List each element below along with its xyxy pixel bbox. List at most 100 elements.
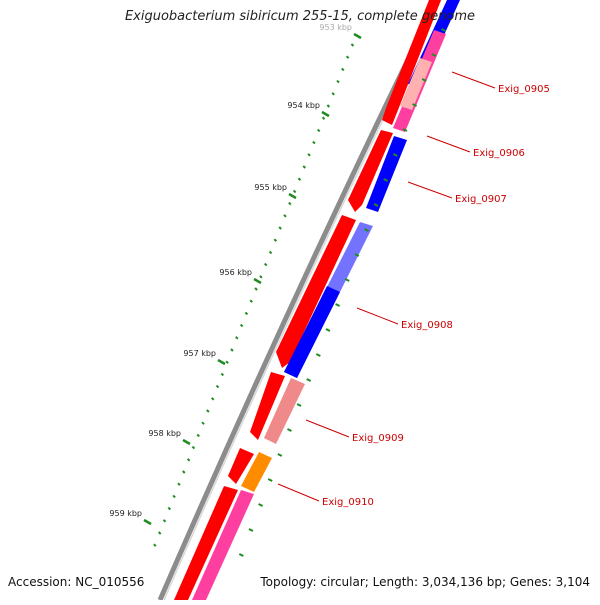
inner-scale-tick	[267, 478, 273, 482]
scale-minor-tick	[191, 445, 196, 450]
inner-scale-tick	[248, 528, 254, 532]
gene-outer-5	[228, 448, 254, 484]
gene-label: Exig_0907	[455, 194, 507, 205]
gene-label: Exig_0909	[352, 433, 404, 444]
scale-minor-tick	[273, 238, 278, 242]
inner-scale-tick	[344, 278, 350, 282]
inner-scale-tick	[441, 28, 446, 32]
scale-minor-tick	[177, 482, 181, 486]
inner-scale-tick	[296, 403, 302, 407]
scale-minor-tick	[182, 470, 186, 474]
inner-scale-tick	[258, 503, 264, 507]
gene-inner-0905-light	[400, 58, 432, 110]
gene-label: Exig_0910	[322, 497, 374, 508]
gene-label: Exig_0906	[473, 148, 525, 159]
scale-tick-label: 959 kbp	[109, 509, 142, 518]
scale-minor-tick	[268, 250, 273, 255]
inner-scale-tick	[335, 303, 341, 307]
gene-inner-0908-solid	[284, 286, 340, 378]
inner-scale-tick	[238, 553, 244, 557]
scale-dotted-guide	[153, 28, 446, 557]
scale-minor-tick	[283, 214, 287, 218]
inner-scale-tick	[373, 203, 379, 207]
scale-tick	[288, 192, 297, 200]
gene-inner-0910	[241, 452, 272, 492]
scale-minor-tick	[331, 92, 335, 96]
scale-minor-tick	[244, 311, 249, 316]
inner-scale-tick	[306, 378, 312, 382]
gene-label: Exig_0905	[498, 84, 550, 95]
scale-minor-tick	[302, 165, 306, 169]
gene-label-leader	[356, 307, 399, 325]
scale-minor-tick	[206, 409, 210, 413]
scale-minor-tick	[263, 262, 268, 267]
map-title: Exiguobacterium sibiricum 255-15, comple…	[124, 9, 476, 24]
scale-minor-tick	[278, 226, 282, 230]
scale-minor-tick	[288, 201, 292, 206]
scale-tick	[217, 358, 226, 366]
inner-scale-tick	[315, 353, 321, 357]
scale-minor-tick	[307, 153, 311, 157]
gene-inner-bottom	[192, 490, 254, 600]
scale-minor-tick	[167, 506, 172, 511]
scale-minor-tick	[239, 323, 244, 328]
scale-tick	[353, 32, 362, 40]
scale-tick-label: 954 kbp	[287, 101, 320, 110]
scale-minor-tick	[196, 433, 200, 438]
scale-minor-tick	[292, 189, 297, 194]
gene-outer-6	[174, 486, 238, 600]
gene-label-leader	[305, 419, 350, 438]
inner-scale-tick	[421, 78, 427, 82]
scale-minor-tick	[312, 140, 316, 145]
inner-scale-tick	[287, 428, 292, 432]
scale-minor-tick	[259, 275, 263, 279]
scale-minor-tick	[162, 519, 167, 523]
inner-lane-genes	[192, 0, 460, 600]
gene-label-leader	[426, 135, 471, 153]
gene-labels: Exig_0905 Exig_0906 Exig_0907 Exig_0908 Exig…	[277, 71, 550, 508]
scale-minor-tick	[201, 421, 205, 425]
scale-minor-tick	[172, 494, 176, 499]
scale-minor-tick	[220, 372, 225, 377]
gene-outer-2	[348, 130, 393, 212]
scale-minor-tick	[345, 55, 350, 59]
scale-minor-tick	[186, 458, 191, 462]
scale-tick	[182, 438, 191, 446]
scale-tick-label: 958 kbp	[148, 429, 181, 438]
inner-scale-tick	[383, 178, 389, 182]
gene-outer-1	[382, 0, 441, 125]
genome-summary-text: Topology: circular; Length: 3,034,136 bp…	[260, 575, 590, 589]
scale-minor-tick	[249, 299, 253, 303]
scale-tick-label: 957 kbp	[183, 349, 216, 358]
gene-label-leader	[407, 181, 453, 199]
scale-tick-label: 953 kbp	[319, 23, 352, 32]
gene-label-leader	[277, 483, 320, 502]
accession-text: Accession: NC_010556	[8, 575, 145, 589]
scale-tick	[321, 110, 330, 118]
inner-scale-tick	[402, 128, 408, 132]
scale-minor-tick	[341, 67, 345, 72]
scale-tick-label: 956 kbp	[219, 268, 252, 277]
scale-minor-tick	[215, 384, 220, 389]
gene-inner-0909	[264, 378, 305, 444]
scale-tick-label: 955 kbp	[254, 183, 287, 192]
scale-minor-tick	[157, 531, 162, 535]
scale-minor-tick	[336, 79, 340, 84]
scale-minor-tick	[210, 397, 215, 401]
inner-scale-tick	[354, 253, 360, 257]
scale-minor-tick	[153, 543, 157, 547]
gene-label-leader	[451, 71, 496, 89]
scale-minor-tick	[317, 128, 321, 133]
inner-scale-tick	[364, 228, 369, 232]
inner-scale-tick	[392, 153, 398, 157]
scale-minor-tick	[235, 336, 239, 340]
inner-scale-tick	[325, 328, 331, 332]
scale-minor-tick	[321, 116, 326, 120]
scale-minor-tick	[225, 360, 229, 364]
scale-minor-tick	[254, 287, 258, 291]
scale-minor-tick	[297, 177, 302, 181]
inner-scale-tick	[431, 53, 437, 57]
scale-minor-tick	[350, 43, 355, 47]
